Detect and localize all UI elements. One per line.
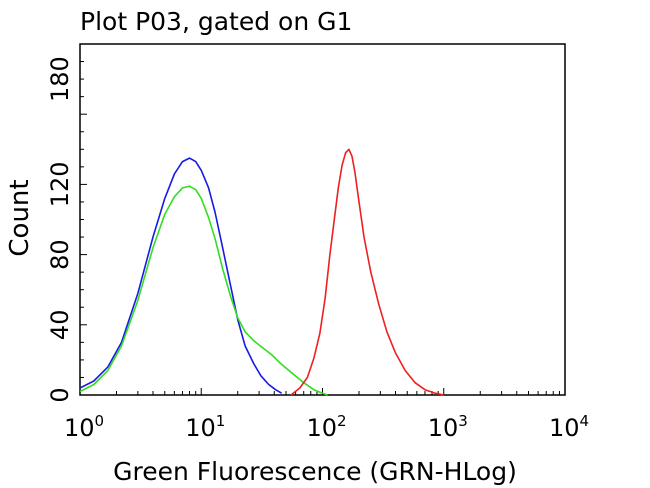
x-tick-label: 100 <box>64 412 104 442</box>
x-axis-label: Green Fluorescence (GRN-HLog) <box>113 457 517 486</box>
y-tick-label: 0 <box>46 387 74 402</box>
y-tick-label: 180 <box>46 56 74 102</box>
y-axis-label: Count <box>5 179 35 256</box>
y-tick-label: 80 <box>46 239 74 270</box>
x-tick-label: 101 <box>185 412 225 442</box>
y-tick-label: 40 <box>46 310 74 341</box>
x-tick-label: 104 <box>549 412 589 442</box>
series-line-1 <box>79 157 283 394</box>
chart-title: Plot P03, gated on G1 <box>80 7 352 36</box>
series-line-2 <box>79 185 328 396</box>
plot-frame <box>79 43 566 396</box>
plot-area: 0 40 80 120 180 100 101 102 103 104 <box>46 43 589 442</box>
y-tick-label: 120 <box>46 161 74 207</box>
x-tick-label: 103 <box>428 412 468 442</box>
series-line-3 <box>290 148 444 396</box>
x-tick-label: 102 <box>306 412 346 442</box>
